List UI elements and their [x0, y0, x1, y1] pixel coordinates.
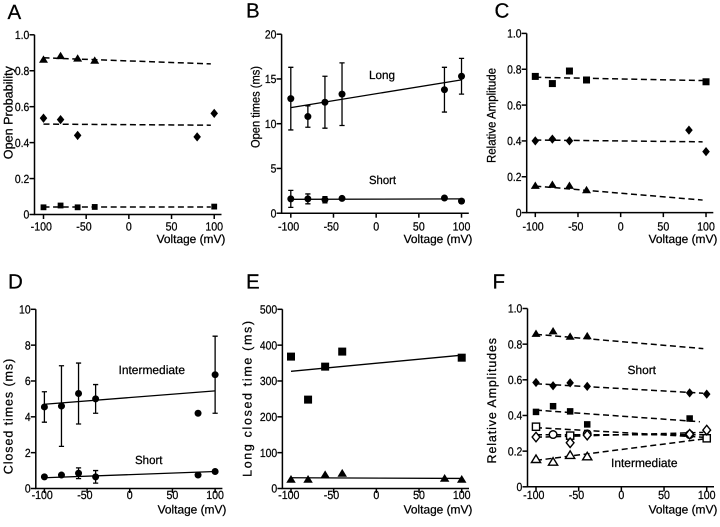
svg-text:Long closed time (ms): Long closed time (ms): [240, 321, 254, 477]
svg-text:0.6: 0.6: [507, 98, 522, 112]
svg-text:0.4: 0.4: [15, 136, 30, 150]
svg-text:Short: Short: [135, 453, 163, 467]
svg-text:Relative Amplitude: Relative Amplitude: [485, 68, 499, 163]
svg-text:50: 50: [167, 488, 179, 502]
svg-text:15: 15: [265, 72, 277, 86]
svg-text:200: 200: [260, 410, 278, 424]
svg-text:-100: -100: [278, 220, 300, 234]
svg-text:8: 8: [25, 338, 31, 352]
svg-text:0: 0: [618, 220, 624, 234]
svg-text:100: 100: [453, 488, 471, 502]
svg-text:4: 4: [25, 410, 31, 424]
svg-text:0: 0: [271, 206, 277, 220]
svg-text:-100: -100: [522, 220, 544, 234]
svg-text:Relative Amplitudes: Relative Amplitudes: [485, 338, 499, 464]
svg-text:10: 10: [265, 117, 277, 131]
svg-text:Short: Short: [369, 173, 397, 187]
svg-text:0: 0: [517, 480, 523, 494]
svg-text:100: 100: [698, 488, 716, 502]
svg-text:Long: Long: [369, 68, 395, 82]
svg-text:400: 400: [260, 338, 278, 352]
svg-text:50: 50: [413, 488, 425, 502]
svg-text:0.6: 0.6: [15, 100, 30, 114]
svg-text:0.8: 0.8: [507, 62, 522, 76]
svg-text:0: 0: [271, 482, 277, 496]
svg-text:100: 100: [453, 220, 471, 234]
svg-text:300: 300: [260, 374, 278, 388]
svg-text:1.0: 1.0: [507, 27, 522, 41]
svg-text:50: 50: [657, 220, 669, 234]
svg-text:C: C: [495, 0, 510, 23]
svg-text:Voltage (mV): Voltage (mV): [649, 503, 718, 517]
svg-text:Short: Short: [628, 363, 657, 377]
svg-text:6: 6: [25, 374, 31, 388]
svg-text:-50: -50: [77, 488, 93, 502]
svg-text:1.0: 1.0: [15, 28, 30, 42]
svg-text:Voltage (mV): Voltage (mV): [157, 232, 226, 246]
svg-text:Intermediate: Intermediate: [119, 363, 186, 377]
svg-text:0.2: 0.2: [507, 170, 521, 184]
svg-text:50: 50: [166, 220, 178, 234]
svg-text:0.8: 0.8: [15, 64, 30, 78]
svg-text:E: E: [246, 270, 260, 293]
svg-text:0.8: 0.8: [508, 337, 523, 351]
svg-text:1.0: 1.0: [508, 302, 523, 316]
svg-text:0: 0: [373, 488, 379, 502]
svg-text:2: 2: [25, 446, 31, 460]
svg-text:A: A: [8, 1, 22, 24]
svg-text:-50: -50: [76, 220, 92, 234]
svg-text:0: 0: [373, 220, 379, 234]
svg-text:Voltage (mV): Voltage (mV): [404, 503, 473, 517]
svg-text:-50: -50: [569, 488, 585, 502]
svg-text:50: 50: [658, 488, 670, 502]
svg-text:-100: -100: [278, 488, 300, 502]
svg-text:Open times (ms): Open times (ms): [249, 66, 263, 148]
svg-text:0.6: 0.6: [508, 373, 523, 387]
svg-text:0: 0: [126, 220, 132, 234]
svg-text:Open Probability: Open Probability: [1, 65, 15, 159]
svg-text:0.2: 0.2: [508, 444, 522, 458]
svg-text:Voltage (mV): Voltage (mV): [158, 503, 227, 517]
svg-text:10: 10: [19, 303, 31, 317]
svg-text:500: 500: [260, 303, 278, 317]
svg-text:B: B: [246, 0, 260, 23]
svg-text:0: 0: [25, 482, 31, 496]
svg-text:-50: -50: [324, 488, 340, 502]
svg-text:F: F: [493, 270, 506, 293]
svg-text:20: 20: [265, 27, 277, 41]
svg-text:0: 0: [618, 488, 624, 502]
svg-text:Voltage (mV): Voltage (mV): [404, 232, 473, 246]
svg-text:100: 100: [205, 220, 223, 234]
svg-text:0: 0: [516, 206, 522, 220]
svg-text:Closed times (ms): Closed times (ms): [1, 359, 15, 475]
svg-text:100: 100: [697, 220, 715, 234]
svg-text:Voltage (mV): Voltage (mV): [649, 232, 718, 246]
svg-text:-50: -50: [568, 220, 584, 234]
svg-text:Intermediate: Intermediate: [611, 456, 678, 470]
svg-text:0.4: 0.4: [508, 409, 523, 423]
svg-text:-100: -100: [523, 488, 545, 502]
svg-text:50: 50: [413, 220, 425, 234]
svg-text:0: 0: [24, 208, 30, 222]
svg-text:0.4: 0.4: [507, 134, 522, 148]
svg-text:100: 100: [260, 446, 278, 460]
svg-text:D: D: [8, 270, 23, 293]
svg-text:-50: -50: [324, 220, 340, 234]
svg-text:0.2: 0.2: [15, 172, 29, 186]
svg-text:-100: -100: [31, 220, 53, 234]
svg-text:5: 5: [271, 162, 277, 176]
svg-text:100: 100: [206, 488, 224, 502]
svg-text:-100: -100: [32, 488, 54, 502]
svg-text:0: 0: [127, 488, 133, 502]
